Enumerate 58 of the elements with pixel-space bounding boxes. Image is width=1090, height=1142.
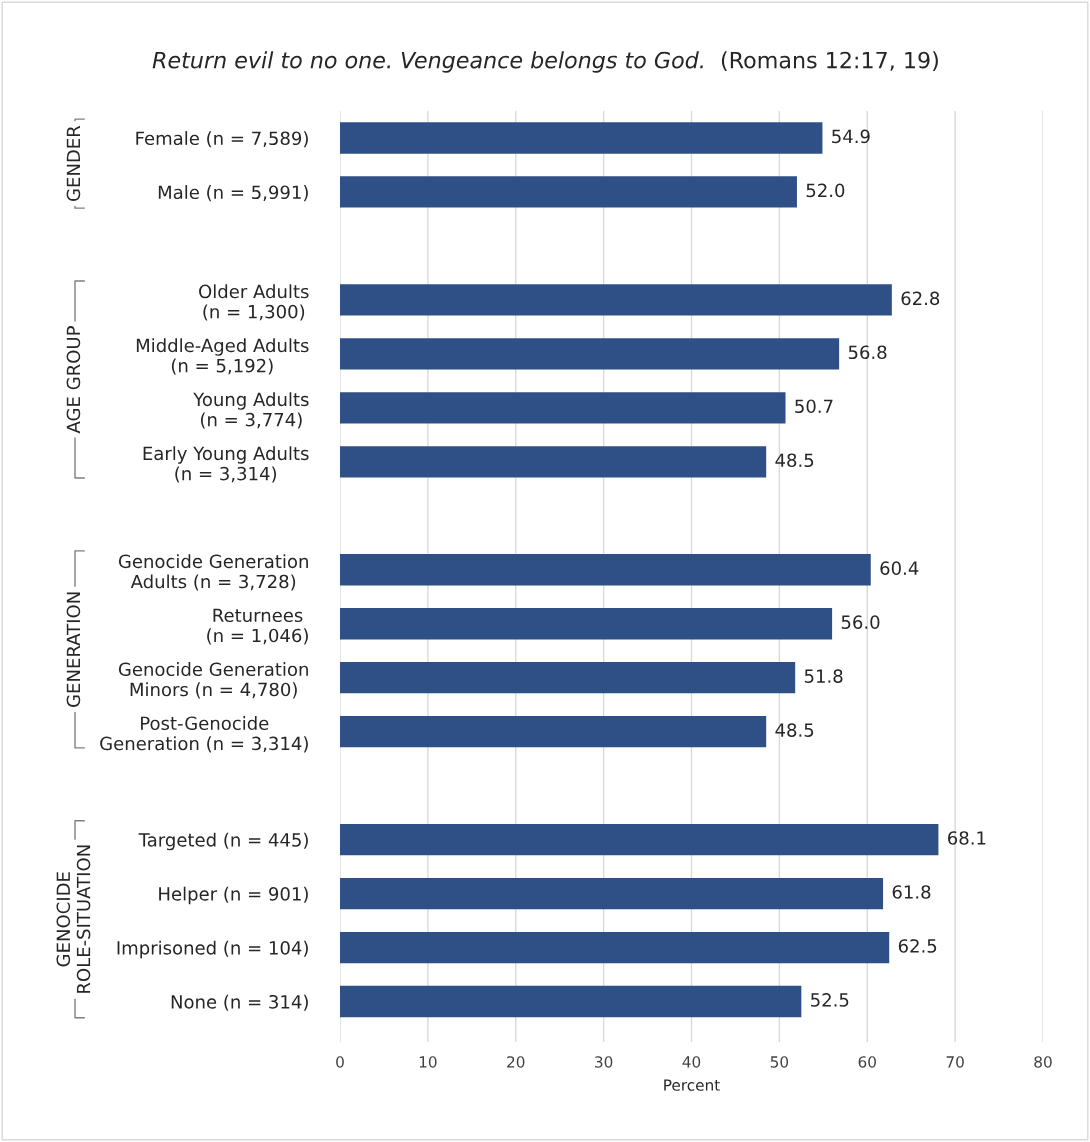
- bar: [340, 338, 840, 370]
- y-tick-label: Returnees (n = 1,046): [207, 608, 308, 645]
- bar: [340, 176, 797, 208]
- text: GENDER: [66, 125, 81, 201]
- y-tick-label: Imprisoned (n = 104): [117, 940, 308, 959]
- bar: [340, 985, 802, 1018]
- data-label: 52.5: [811, 993, 849, 1007]
- x-axis-title: Percent: [664, 1079, 720, 1091]
- data-label: 51.8: [804, 669, 843, 683]
- text: GENERATION: [66, 592, 81, 707]
- data-label: 60.4: [880, 561, 919, 575]
- y-tick-label: Post-Genocide Generation (n = 3,314): [100, 716, 308, 753]
- bar: [340, 823, 939, 856]
- text: GENOCIDE ROLE-SITUATION: [56, 845, 91, 993]
- bar: [340, 446, 767, 478]
- data-label: 68.1: [948, 831, 986, 845]
- x-tick-label: 0: [336, 1056, 344, 1068]
- y-tick-label: Targeted (n = 445): [138, 832, 308, 851]
- data-label: 48.5: [775, 453, 814, 468]
- x-tick-label: 70: [946, 1056, 964, 1068]
- data-label: 62.5: [898, 939, 937, 953]
- bar: [340, 554, 871, 586]
- bar: [340, 877, 884, 910]
- bar: [340, 931, 890, 964]
- y-tick-label: Older Adults (n = 1,300): [199, 284, 309, 321]
- data-label: 56.8: [848, 345, 887, 360]
- x-tick-label: 10: [419, 1056, 437, 1068]
- x-tick-label: 30: [595, 1056, 613, 1068]
- x-tick-label: 80: [1034, 1056, 1052, 1068]
- data-label: 54.9: [832, 129, 870, 144]
- data-label: 62.8: [901, 291, 940, 306]
- y-tick-label: Early Young Adults (n = 3,314): [143, 446, 309, 483]
- y-tick-label: Genocide Generation Adults (n = 3,728): [118, 554, 308, 591]
- y-tick-label: Genocide Generation Minors (n = 4,780): [118, 662, 308, 699]
- y-tick-label: Young Adults (n = 3,774): [193, 392, 309, 429]
- y-tick-label: Middle-Aged Adults (n = 5,192): [136, 338, 309, 375]
- bar: [340, 608, 833, 640]
- data-label: 50.7: [795, 399, 833, 414]
- chart-title: Return evil to no one. Vengeance belongs to God.: [152, 51, 703, 73]
- text: AGE GROUP: [66, 326, 81, 434]
- chart-subtitle: (Romans 12:17, 19): [721, 51, 938, 72]
- bar: [340, 392, 786, 424]
- y-tick-label: Male (n = 5,991): [158, 185, 308, 202]
- bar: [340, 284, 892, 316]
- x-tick-label: 40: [682, 1056, 701, 1068]
- y-tick-label: None (n = 314): [171, 994, 308, 1011]
- bar: [340, 662, 796, 694]
- bar: [340, 122, 823, 154]
- data-label: 48.5: [775, 723, 814, 737]
- data-label: 52.0: [806, 183, 845, 198]
- x-tick-label: 20: [507, 1056, 525, 1068]
- y-tick-label: Helper (n = 901): [159, 886, 308, 905]
- data-label: 61.8: [892, 885, 931, 899]
- x-tick-label: 50: [770, 1056, 789, 1068]
- bar: [340, 716, 767, 748]
- y-tick-label: Female (n = 7,589): [136, 131, 308, 148]
- data-label: 56.0: [841, 615, 880, 629]
- x-tick-label: 60: [858, 1056, 876, 1068]
